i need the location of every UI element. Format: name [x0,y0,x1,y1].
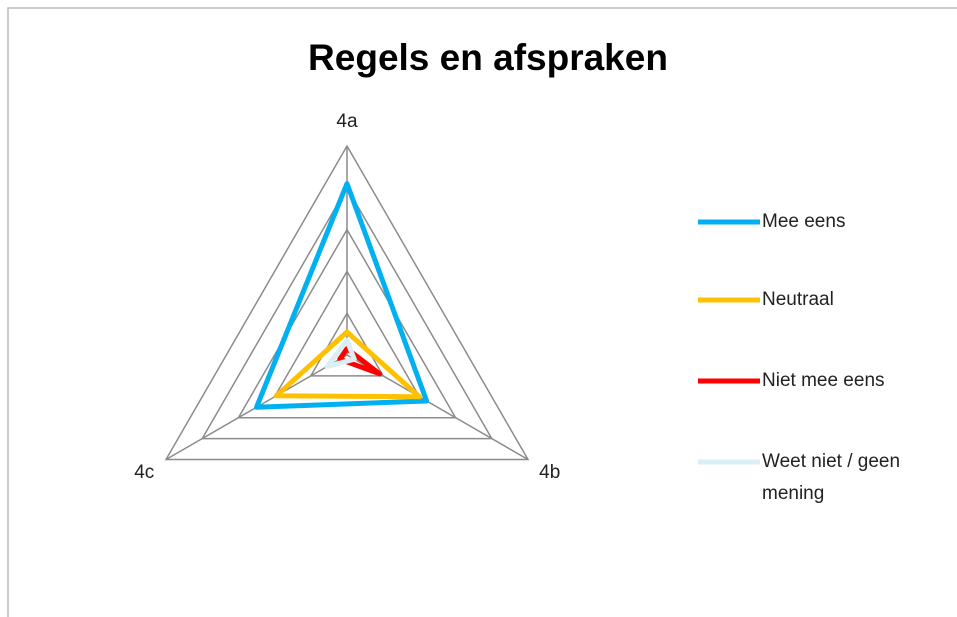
series-line [337,346,383,377]
chart-frame [7,7,957,617]
grid-ring [164,144,530,461]
axis-label: 4b [539,462,560,483]
legend-label: Mee eens [762,211,846,232]
axis-label: 4a [336,111,358,132]
legend-label: Weet niet / geen mening [762,451,901,504]
chart-title: Regels en afspraken [308,37,668,78]
grid-ring [200,186,494,440]
series-line [254,181,430,410]
legend-label: Niet mee eens [762,370,885,391]
legend-label: Neutraal [762,289,834,310]
axis-label: 4c [134,462,154,483]
grid-ring [309,311,385,377]
series-line [273,329,422,400]
series-line [324,337,357,369]
